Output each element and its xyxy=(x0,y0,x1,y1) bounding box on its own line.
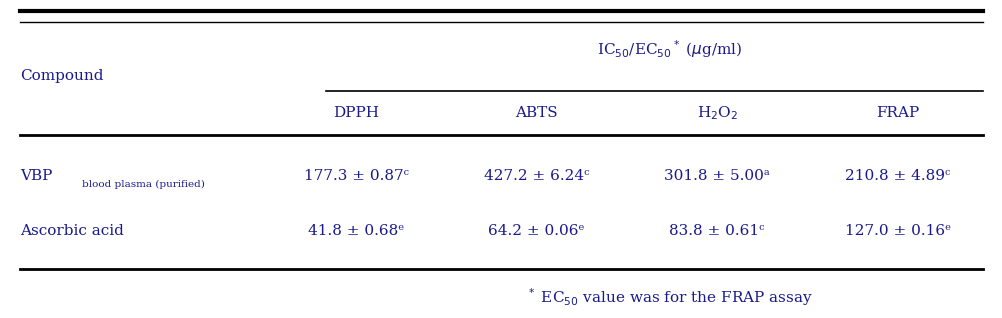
Text: 210.8 ± 4.89ᶜ: 210.8 ± 4.89ᶜ xyxy=(845,169,949,183)
Text: blood plasma (purified): blood plasma (purified) xyxy=(82,180,205,189)
Text: ABTS: ABTS xyxy=(515,106,557,120)
Text: 64.2 ± 0.06ᵉ: 64.2 ± 0.06ᵉ xyxy=(488,224,584,238)
Text: IC$_{50}$/EC$_{50}$$^*$ ($\mu$g/ml): IC$_{50}$/EC$_{50}$$^*$ ($\mu$g/ml) xyxy=(596,38,741,60)
Text: FRAP: FRAP xyxy=(875,106,919,120)
Text: 177.3 ± 0.87ᶜ: 177.3 ± 0.87ᶜ xyxy=(304,169,408,183)
Text: $^*$ EC$_{50}$ value was for the FRAP assay: $^*$ EC$_{50}$ value was for the FRAP as… xyxy=(525,287,813,308)
Text: 427.2 ± 6.24ᶜ: 427.2 ± 6.24ᶜ xyxy=(483,169,589,183)
Text: H$_2$O$_2$: H$_2$O$_2$ xyxy=(696,104,736,122)
Text: 83.8 ± 0.61ᶜ: 83.8 ± 0.61ᶜ xyxy=(668,224,765,238)
Text: 41.8 ± 0.68ᵉ: 41.8 ± 0.68ᵉ xyxy=(308,224,404,238)
Text: Compound: Compound xyxy=(20,69,103,83)
Text: VBP: VBP xyxy=(20,169,52,183)
Text: DPPH: DPPH xyxy=(333,106,379,120)
Text: 127.0 ± 0.16ᵉ: 127.0 ± 0.16ᵉ xyxy=(844,224,950,238)
Text: 301.8 ± 5.00ᵃ: 301.8 ± 5.00ᵃ xyxy=(663,169,770,183)
Text: Ascorbic acid: Ascorbic acid xyxy=(20,224,124,238)
